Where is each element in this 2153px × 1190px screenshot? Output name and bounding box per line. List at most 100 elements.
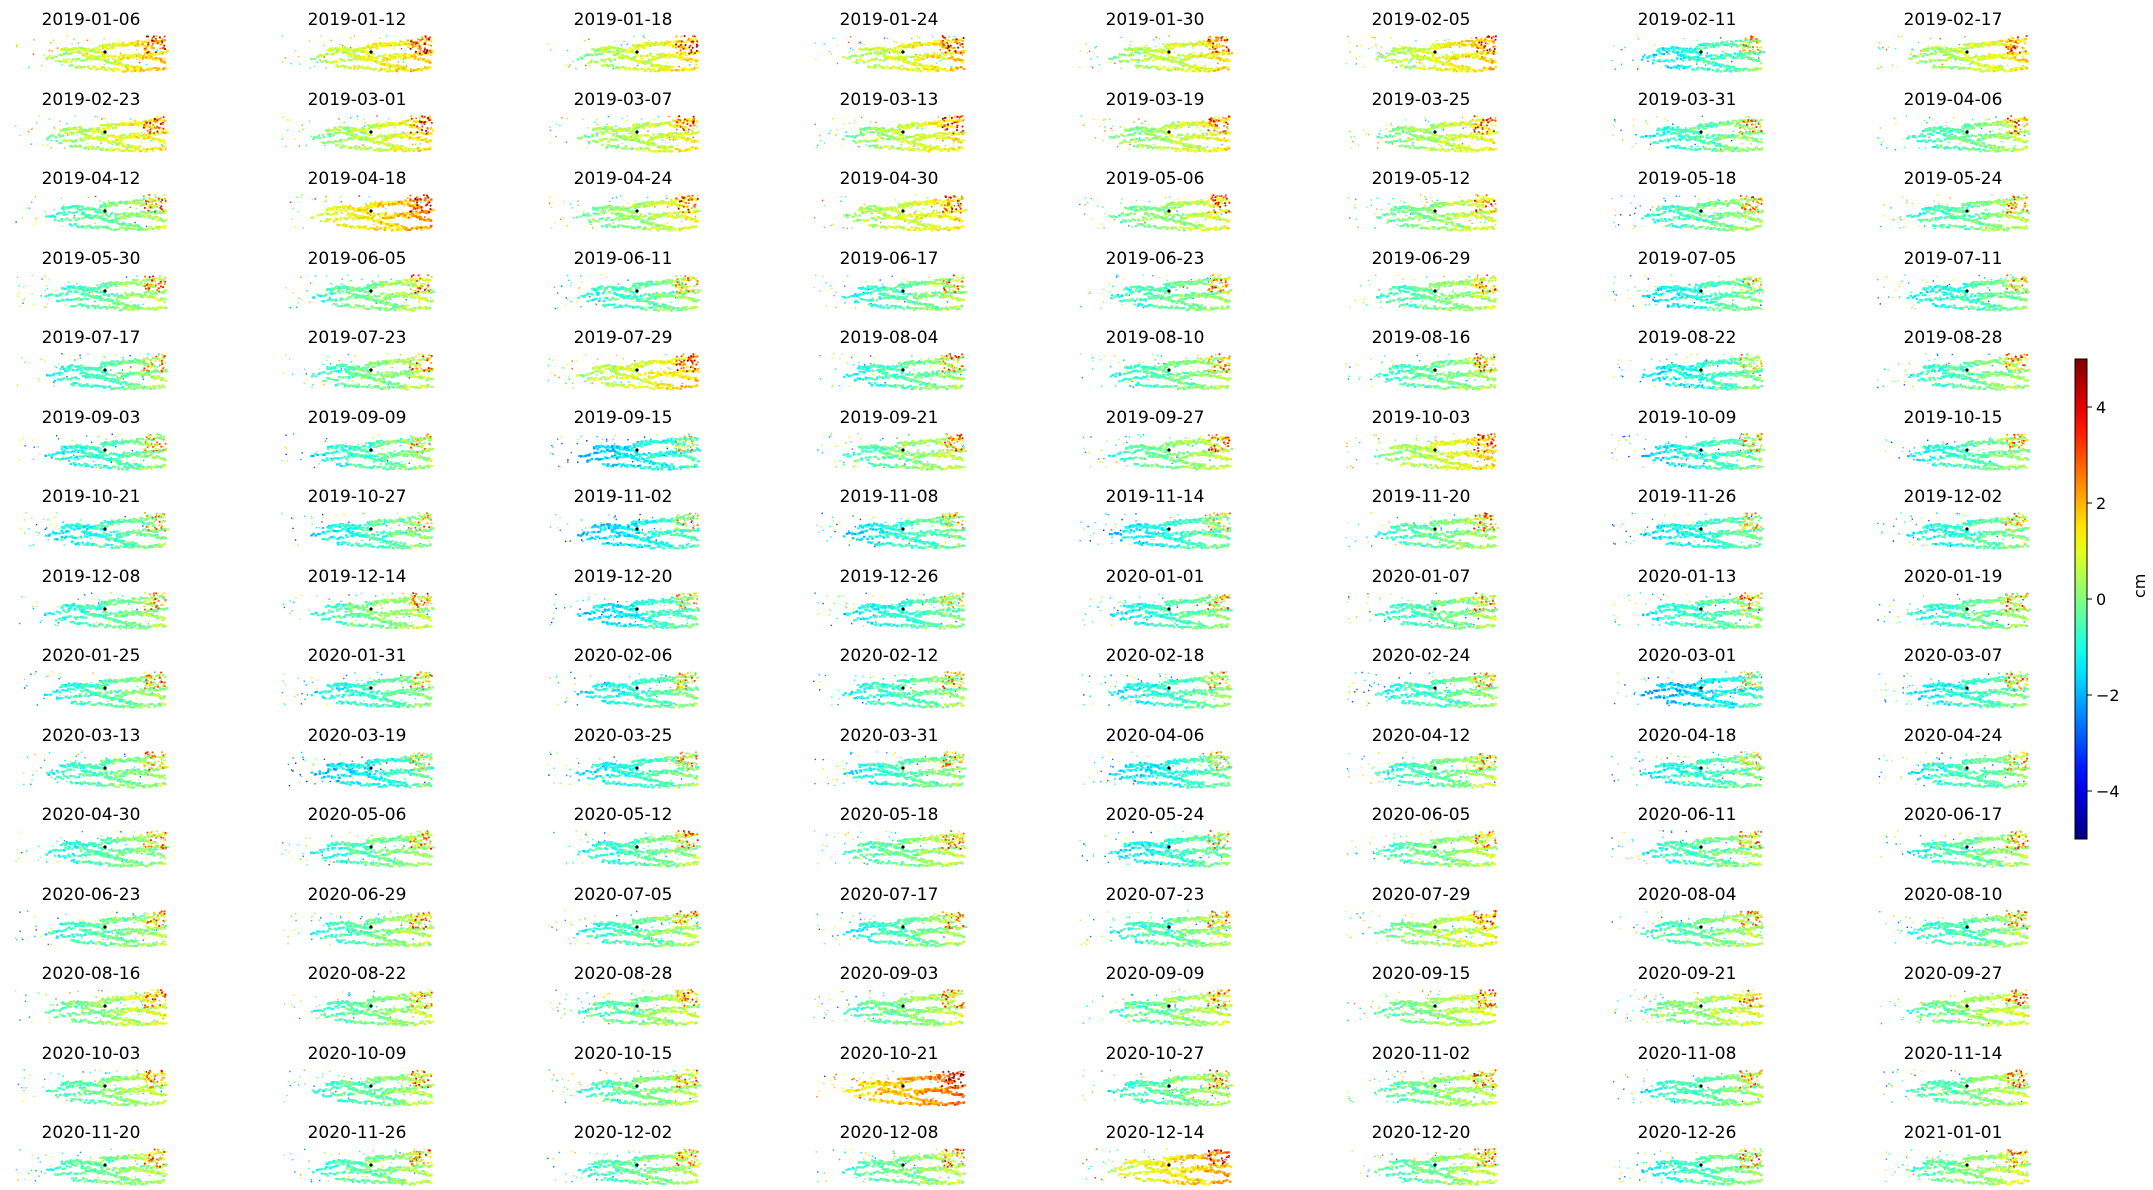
pixel bbox=[426, 50, 428, 53]
pixel bbox=[1450, 57, 1453, 60]
pixel bbox=[1429, 45, 1433, 48]
pixel bbox=[125, 136, 129, 139]
pixel bbox=[391, 147, 395, 150]
pixel bbox=[1210, 67, 1214, 71]
pixel bbox=[85, 48, 88, 51]
pixel bbox=[320, 35, 322, 37]
pixel bbox=[1214, 40, 1217, 43]
pixel bbox=[423, 115, 426, 118]
pixel bbox=[110, 146, 113, 149]
pixel bbox=[932, 52, 936, 55]
pixel bbox=[1958, 67, 1961, 70]
pixel bbox=[107, 61, 110, 64]
pixel bbox=[1989, 66, 1993, 69]
pixel bbox=[923, 43, 927, 46]
pixel bbox=[1427, 67, 1431, 70]
pixel bbox=[579, 137, 583, 140]
pixel bbox=[640, 60, 643, 63]
pixel bbox=[864, 48, 868, 51]
pixel bbox=[125, 134, 129, 137]
pixel bbox=[1443, 44, 1447, 47]
pixel bbox=[664, 65, 667, 68]
pixel bbox=[884, 55, 888, 58]
pixel bbox=[1178, 54, 1181, 57]
pixel bbox=[692, 118, 695, 121]
pixel bbox=[597, 48, 600, 51]
pixel bbox=[114, 58, 117, 61]
pixel bbox=[621, 127, 625, 130]
pixel bbox=[599, 130, 602, 133]
pixel bbox=[282, 115, 284, 118]
pixel bbox=[1494, 65, 1497, 68]
pixel bbox=[944, 51, 947, 54]
pixel bbox=[832, 37, 835, 39]
pixel bbox=[594, 52, 597, 55]
pixel bbox=[48, 134, 52, 137]
pixel bbox=[1217, 38, 1219, 40]
pixel bbox=[1757, 57, 1760, 59]
pixel bbox=[1200, 52, 1203, 55]
pixel bbox=[1731, 44, 1735, 47]
pixel bbox=[1432, 43, 1436, 47]
pixel bbox=[1727, 53, 1731, 56]
pixel bbox=[62, 138, 65, 141]
pixel bbox=[1383, 56, 1387, 59]
pixel bbox=[629, 50, 633, 53]
pixel bbox=[902, 45, 905, 48]
pixel bbox=[1472, 56, 1476, 59]
pixel bbox=[901, 65, 903, 67]
pixel bbox=[588, 38, 590, 41]
pixel bbox=[151, 147, 154, 150]
pixel bbox=[430, 51, 434, 54]
pixel bbox=[142, 41, 146, 44]
pixel bbox=[127, 56, 130, 59]
pixel bbox=[375, 47, 379, 50]
pixel bbox=[2002, 56, 2005, 59]
pixel bbox=[164, 58, 166, 60]
pixel bbox=[1439, 46, 1443, 49]
pixel bbox=[94, 115, 96, 117]
pixel bbox=[281, 60, 284, 63]
pixel bbox=[1671, 50, 1675, 53]
pixel bbox=[146, 35, 148, 38]
pixel bbox=[368, 58, 372, 61]
pixel bbox=[1356, 45, 1358, 47]
pixel bbox=[136, 121, 139, 124]
pixel bbox=[1448, 68, 1452, 71]
pixel bbox=[665, 40, 669, 43]
pixel bbox=[580, 135, 584, 138]
pixel bbox=[103, 66, 106, 69]
pixel bbox=[1661, 47, 1664, 50]
pixel bbox=[111, 61, 114, 64]
pixel bbox=[354, 135, 357, 138]
pixel bbox=[410, 41, 414, 44]
pixel bbox=[101, 130, 105, 133]
pixel bbox=[657, 67, 661, 70]
pixel bbox=[397, 121, 401, 124]
pixel bbox=[347, 126, 350, 129]
pixel bbox=[1971, 46, 1974, 49]
pixel bbox=[1199, 55, 1202, 58]
pixel bbox=[1991, 68, 1994, 71]
pixel bbox=[679, 131, 683, 134]
pixel bbox=[645, 142, 649, 145]
pixel bbox=[679, 120, 682, 123]
pixel bbox=[1988, 70, 1991, 73]
pixel bbox=[660, 133, 664, 136]
pixel bbox=[944, 53, 947, 56]
pixel bbox=[1381, 54, 1385, 57]
pixel bbox=[411, 125, 414, 128]
pixel bbox=[93, 57, 96, 60]
pixel bbox=[427, 50, 430, 53]
pixel bbox=[1207, 57, 1211, 60]
pixel bbox=[634, 130, 637, 133]
pixel bbox=[86, 65, 90, 68]
pixel bbox=[2014, 47, 2016, 49]
pixel bbox=[120, 58, 123, 61]
pixel bbox=[402, 57, 406, 60]
pixel bbox=[349, 129, 353, 132]
pixel bbox=[1658, 47, 1661, 51]
pixel bbox=[1730, 56, 1733, 59]
pixel bbox=[1132, 48, 1136, 51]
pixel bbox=[1391, 49, 1394, 52]
